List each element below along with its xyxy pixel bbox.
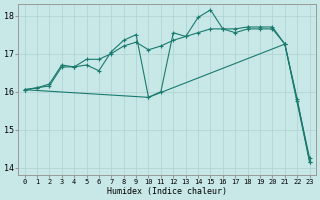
- X-axis label: Humidex (Indice chaleur): Humidex (Indice chaleur): [107, 187, 227, 196]
